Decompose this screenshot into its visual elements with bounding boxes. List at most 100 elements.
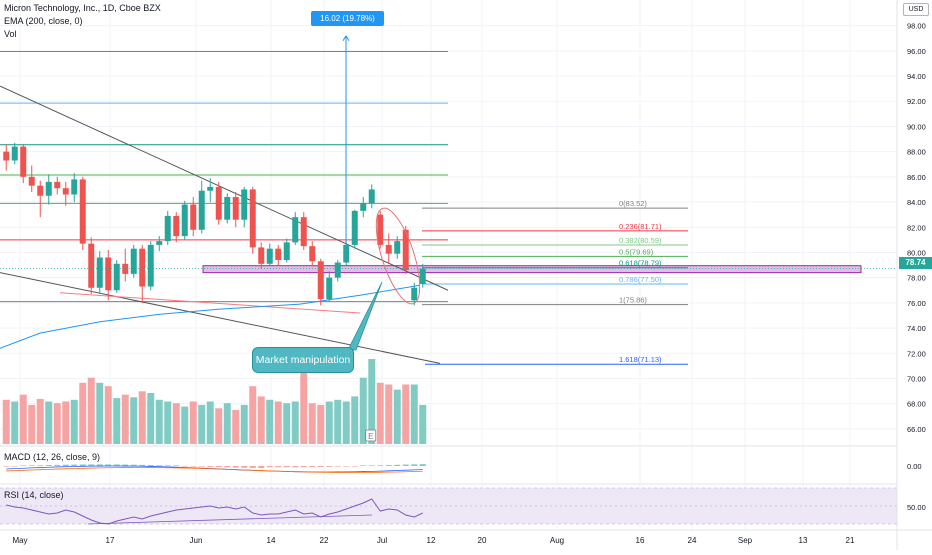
candle-body bbox=[292, 217, 299, 243]
candle-body bbox=[88, 243, 95, 288]
macd-histogram-bar bbox=[360, 465, 367, 466]
time-tick-label: 17 bbox=[106, 536, 115, 545]
rsi-divergence-line bbox=[87, 514, 373, 525]
volume-bar bbox=[266, 399, 274, 444]
candle-body bbox=[360, 203, 367, 211]
macd-histogram-bar bbox=[419, 464, 426, 466]
macd-histogram-bar bbox=[258, 466, 265, 469]
candle-body bbox=[309, 246, 316, 262]
macd-histogram-bar bbox=[88, 464, 95, 466]
price-tick-label: 74.00 bbox=[907, 324, 926, 333]
macd-histogram-bar bbox=[45, 465, 52, 466]
candle-body bbox=[71, 179, 78, 195]
price-tick-label: 82.00 bbox=[907, 223, 926, 232]
candle-body bbox=[11, 146, 18, 161]
earnings-marker: E bbox=[368, 432, 373, 441]
rsi-legend[interactable]: RSI (14, close) bbox=[4, 490, 64, 500]
price-axis[interactable]: 98.00 96.00 94.00 92.00 90.00 88.00 86.00 84.00… bbox=[896, 0, 926, 550]
volume-bar bbox=[172, 403, 180, 444]
candle-body bbox=[198, 190, 205, 230]
macd-histogram-bar bbox=[241, 466, 248, 468]
volume-bar bbox=[79, 382, 87, 444]
candle-body bbox=[334, 262, 341, 278]
price-tick-label: 78.00 bbox=[907, 274, 926, 283]
macd-histogram-bar bbox=[317, 466, 324, 467]
candle-body bbox=[249, 189, 256, 248]
time-axis[interactable]: May 17 Jun 14 22 Jul 12 20 Aug 16 24 Sep 13 21 bbox=[0, 529, 932, 545]
volume-bar bbox=[368, 359, 376, 444]
callout-pointer bbox=[347, 281, 383, 351]
price-tick-label: 76.00 bbox=[907, 299, 926, 308]
support-zone bbox=[202, 265, 862, 274]
volume-bar bbox=[232, 410, 240, 444]
volume-bar bbox=[359, 377, 367, 444]
candle-body bbox=[130, 248, 137, 274]
volume-bar bbox=[274, 401, 282, 444]
macd-tick-label: 0.00 bbox=[907, 462, 922, 471]
volume-bar bbox=[419, 404, 427, 444]
volume-bar bbox=[36, 398, 44, 444]
macd-histogram-bar bbox=[54, 464, 61, 466]
macd-histogram-bar bbox=[275, 466, 282, 468]
candle-body bbox=[207, 186, 214, 191]
macd-histogram-bar bbox=[79, 464, 86, 466]
candle-body bbox=[377, 214, 384, 245]
candle-body bbox=[96, 257, 103, 288]
candle-body bbox=[368, 189, 375, 204]
volume-bar bbox=[155, 399, 163, 444]
macd-pane bbox=[0, 445, 897, 485]
currency-button[interactable]: USD bbox=[903, 3, 929, 16]
measure-label: 16.02 (19.78%) 1602 bbox=[311, 11, 384, 38]
candle-body bbox=[351, 210, 358, 245]
candle-body bbox=[394, 241, 401, 254]
fib-level-label: 0.5(79.69) bbox=[619, 247, 654, 256]
candle-body bbox=[385, 244, 392, 254]
macd-histogram-bar bbox=[28, 465, 35, 466]
price-tick-label: 68.00 bbox=[907, 400, 926, 409]
time-tick-label: 21 bbox=[846, 536, 855, 545]
price-tick-label: 70.00 bbox=[907, 374, 926, 383]
fib-level-label: 0.618(78.79) bbox=[619, 259, 662, 268]
time-tick-label: 22 bbox=[320, 536, 329, 545]
ema-legend[interactable]: EMA (200, close, 0) bbox=[4, 16, 83, 26]
macd-histogram-bar bbox=[377, 465, 384, 466]
macd-histogram-bar bbox=[198, 466, 205, 467]
volume-bar bbox=[28, 404, 36, 444]
candle-body bbox=[173, 215, 180, 237]
volume-bar bbox=[113, 398, 121, 444]
candle-body bbox=[156, 241, 163, 245]
vol-legend[interactable]: Vol bbox=[4, 29, 17, 39]
candle-body bbox=[215, 186, 222, 220]
volume-bar bbox=[147, 393, 155, 444]
macd-histogram-bar bbox=[62, 464, 69, 466]
time-tick-label: 12 bbox=[427, 536, 436, 545]
candle-body bbox=[190, 204, 197, 230]
price-tick-label: 86.00 bbox=[907, 173, 926, 182]
candle-body bbox=[181, 204, 188, 237]
macd-histogram-bar bbox=[249, 466, 256, 468]
symbol-title[interactable]: Micron Technology, Inc., 1D, Cboe BZX bbox=[4, 3, 161, 13]
candle-body bbox=[266, 248, 273, 264]
fib-level-label: 1.618(71.13) bbox=[619, 355, 662, 364]
volume-bar bbox=[206, 401, 214, 444]
candle-body bbox=[79, 179, 86, 244]
price-tick-label: 72.00 bbox=[907, 349, 926, 358]
macd-legend[interactable]: MACD (12, 26, close, 9) bbox=[4, 452, 101, 462]
fib-level-label: 0(83.52) bbox=[619, 199, 647, 208]
fib-level-label: 1(75.86) bbox=[619, 296, 647, 305]
volume-bar bbox=[223, 403, 231, 444]
candle-body bbox=[45, 181, 52, 196]
time-tick-label: Jun bbox=[190, 536, 203, 545]
candle-body bbox=[402, 229, 409, 271]
volume-bar bbox=[2, 399, 10, 444]
rsi-pane bbox=[0, 487, 897, 525]
volume-bar bbox=[104, 386, 112, 444]
volume-bar bbox=[351, 396, 359, 444]
price-tick-label: 88.00 bbox=[907, 148, 926, 157]
trendlines bbox=[0, 85, 449, 364]
macd-histogram-bar bbox=[292, 466, 299, 468]
volume-bar bbox=[181, 406, 189, 444]
price-tick-label: 94.00 bbox=[907, 72, 926, 81]
candle-body bbox=[54, 181, 61, 189]
